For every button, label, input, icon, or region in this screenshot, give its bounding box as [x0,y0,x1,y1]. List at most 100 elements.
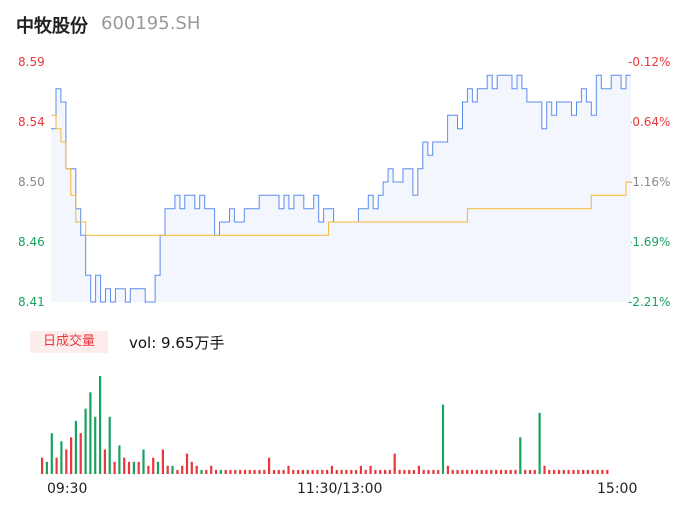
volume-bar [427,469,430,474]
y-left-tick: 8.46 [18,235,45,249]
y-left-tick: 8.41 [18,295,45,309]
stock-name: 中牧股份 [16,16,88,37]
volume-bar [137,461,140,475]
volume-bar [253,469,256,474]
volume-bar [181,465,184,474]
volume-bar [350,469,353,474]
y-left-tick: 8.54 [18,115,45,129]
volume-bar [355,469,358,474]
volume-bar [422,469,425,474]
volume-bar [316,469,319,474]
volume-bar [248,469,251,474]
volume-bar [384,469,387,474]
volume-bar [437,469,440,474]
volume-bar [65,449,68,474]
volume-bar [553,469,556,474]
volume-bar [470,469,474,474]
volume-bar [499,469,503,474]
volume-bar [519,437,522,475]
volume-bar [108,416,111,474]
volume-bar [243,469,247,474]
volume-bar [379,469,382,474]
volume-bar [504,469,507,474]
volume-bar [543,465,546,474]
volume-bar [528,469,532,474]
volume-bar [432,469,435,474]
volume-bar [601,469,604,474]
y-left-tick: 8.50 [18,175,45,189]
volume-bar [60,441,63,474]
volume-bar [461,469,464,474]
volume-bar [408,469,411,474]
volume-bar [176,469,179,474]
volume-bar [388,469,391,474]
volume-bar [538,412,541,475]
volume-bar [79,433,82,474]
volume-bar [586,469,589,474]
y-right-tick: -1.16% [628,175,671,189]
volume-bar [591,469,594,474]
volume-bar [306,469,309,474]
volume-bar [70,437,73,475]
volume-bar [509,469,512,474]
volume-bar [451,469,454,474]
volume-bar [475,469,478,474]
volume-bar [548,469,551,474]
volume-bar [582,469,585,474]
volume-bar [282,469,285,474]
volume-tab[interactable]: 日成交量 [30,331,108,353]
volume-bar [514,469,517,474]
volume-bar [147,465,150,474]
volume-bar [403,469,406,474]
volume-bar [50,433,53,474]
volume-bar [156,461,160,475]
volume-bar [103,449,106,474]
volume-bar [524,469,527,474]
volume-bar [258,469,261,474]
volume-bar [45,461,48,475]
volume-bar [456,469,459,474]
volume-bar [74,420,77,474]
volume-bar [113,461,116,475]
volume-bar [292,469,295,474]
volume-bar [345,469,348,474]
volume-bar [567,469,570,474]
volume-bar [301,469,304,474]
volume-bar [490,469,493,474]
volume-bar [205,469,208,474]
volume-bar [200,469,203,474]
volume-bar [142,449,145,474]
volume-bar [562,469,565,474]
volume-bar [369,465,372,474]
volume-bar [277,469,280,474]
volume-bar [272,469,276,474]
volume-bar [185,453,189,474]
volume-bar [393,453,396,474]
volume-bar [224,469,227,474]
volume-bar [132,461,135,475]
volume-bar [596,469,599,474]
volume-bar [55,457,58,474]
volume-bar [398,469,401,474]
volume-bar [268,457,271,474]
volume-bar [123,457,126,474]
y-left-tick: 8.59 [18,55,45,69]
volume-bar [364,469,367,474]
volume-bar [321,469,324,474]
volume-bar [466,469,469,474]
volume-bar [340,469,343,474]
volume-bar [446,465,449,474]
volume-bar [118,445,121,474]
volume-bar [210,465,213,474]
volume-bar [214,469,218,474]
volume-bar [441,404,445,474]
volume-bar [495,469,498,474]
volume-bar [374,469,377,474]
volume-bar [557,469,561,474]
volume-bar [239,469,242,474]
x-tick-close: 15:00 [597,481,638,497]
volume-bar [577,469,580,474]
volume-bar [287,465,290,474]
volume-bar [234,469,237,474]
